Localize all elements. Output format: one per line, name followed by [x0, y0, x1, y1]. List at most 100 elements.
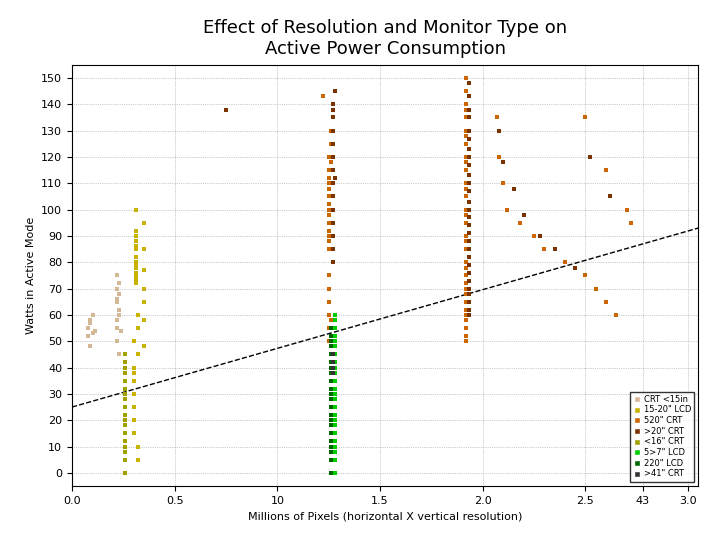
Point [461, 211, 472, 219]
Point [463, 160, 474, 169]
Point [323, 174, 335, 183]
Point [323, 166, 335, 174]
Point [330, 421, 341, 430]
Point [130, 226, 141, 235]
Point [112, 323, 123, 332]
Point [327, 139, 338, 148]
Point [120, 389, 131, 398]
Legend: CRT <15in, 15-20" LCD, 520" CRT, >20" CRT, <16" CRT, 5>7" LCD, 220" LCD, >41" CR: CRT <15in, 15-20" LCD, 520" CRT, >20" CR… [630, 392, 694, 482]
Point [329, 174, 341, 183]
Point [325, 337, 337, 346]
Point [323, 153, 335, 161]
Point [463, 284, 474, 293]
Point [323, 232, 335, 240]
Point [461, 166, 472, 174]
Point [463, 171, 474, 180]
Point [549, 245, 560, 253]
Point [325, 421, 337, 430]
Point [323, 226, 335, 235]
Point [330, 316, 341, 325]
Point [325, 429, 337, 437]
Point [85, 316, 96, 325]
Point [130, 263, 141, 272]
Point [461, 310, 472, 319]
Point [325, 126, 336, 135]
Point [325, 323, 337, 332]
Point [120, 395, 131, 403]
Point [461, 332, 472, 340]
Point [138, 342, 150, 351]
Point [580, 271, 591, 280]
Point [325, 158, 336, 166]
Point [327, 126, 338, 135]
Point [625, 218, 636, 227]
Point [584, 153, 595, 161]
Point [327, 179, 338, 187]
Point [604, 192, 616, 201]
Point [463, 179, 474, 187]
Point [463, 113, 474, 122]
Point [463, 237, 474, 246]
Point [508, 184, 519, 193]
X-axis label: Millions of Pixels (horizontal X vertical resolution): Millions of Pixels (horizontal X vertica… [248, 511, 523, 521]
Point [461, 279, 472, 288]
Point [85, 342, 96, 351]
Point [330, 337, 341, 346]
Point [461, 271, 472, 280]
Point [323, 184, 335, 193]
Point [120, 416, 131, 424]
Point [132, 350, 143, 359]
Point [461, 245, 472, 253]
Point [328, 358, 339, 367]
Point [128, 416, 140, 424]
Point [327, 232, 338, 240]
Point [461, 337, 472, 346]
Point [138, 284, 150, 293]
Point [325, 342, 337, 351]
Point [87, 329, 99, 338]
Point [130, 274, 141, 282]
Point [128, 376, 140, 385]
Point [330, 455, 341, 464]
Point [463, 134, 474, 143]
Point [128, 429, 140, 437]
Point [325, 376, 337, 385]
Point [325, 437, 337, 445]
Point [461, 179, 472, 187]
Point [461, 284, 472, 293]
Point [463, 213, 474, 222]
Point [329, 87, 341, 96]
Point [325, 455, 337, 464]
Point [325, 139, 336, 148]
Point [330, 448, 341, 456]
Point [463, 276, 474, 285]
Point [328, 363, 339, 372]
Point [330, 437, 341, 445]
Point [130, 276, 141, 285]
Point [330, 469, 341, 477]
Point [130, 245, 141, 253]
Point [115, 326, 127, 335]
Point [330, 442, 341, 451]
Point [493, 126, 505, 135]
Point [323, 192, 335, 201]
Point [463, 289, 474, 298]
Point [463, 305, 474, 314]
Point [325, 350, 337, 359]
Point [112, 337, 123, 346]
Point [463, 153, 474, 161]
Point [220, 105, 232, 114]
Point [502, 205, 513, 214]
Point [114, 305, 125, 314]
Title: Effect of Resolution and Monitor Type on
Active Power Consumption: Effect of Resolution and Monitor Type on… [203, 19, 567, 58]
Point [463, 245, 474, 253]
Point [330, 358, 341, 367]
Point [325, 332, 337, 340]
Point [325, 384, 337, 393]
Point [112, 271, 123, 280]
Point [498, 158, 509, 166]
Point [463, 268, 474, 277]
Point [114, 279, 125, 288]
Point [463, 221, 474, 230]
Point [323, 337, 335, 346]
